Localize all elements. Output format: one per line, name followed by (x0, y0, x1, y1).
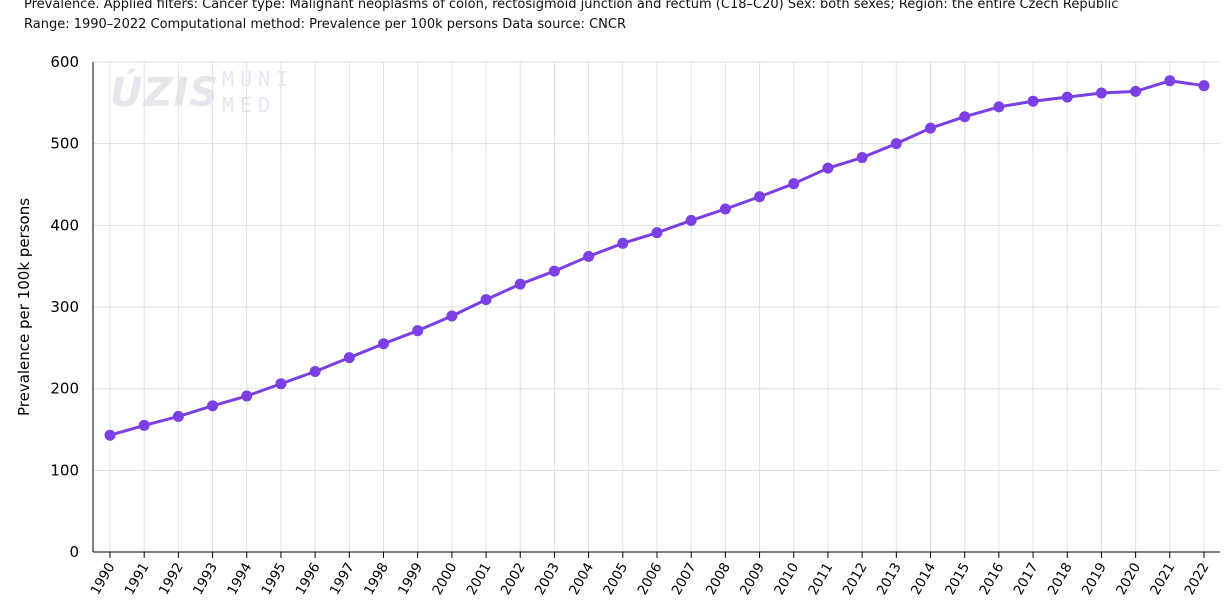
x-tick-label: 1992 (156, 560, 187, 598)
data-point (1061, 91, 1073, 103)
data-point (412, 325, 424, 337)
x-tick-label: 1999 (395, 560, 426, 598)
chart-subtitle-filters: Prevalence. Applied filters: Cancer type… (24, 0, 1119, 12)
data-point (514, 278, 526, 290)
x-tick-label: 1996 (293, 560, 324, 598)
data-point (754, 191, 766, 203)
data-point (343, 352, 355, 364)
data-point (275, 378, 287, 390)
data-point (378, 338, 389, 350)
data-point (1027, 95, 1039, 107)
data-point (548, 265, 560, 277)
data-point (856, 152, 868, 164)
x-tick-label: 1994 (224, 560, 255, 598)
data-point (583, 250, 595, 262)
x-tick-label: 2002 (498, 560, 529, 598)
data-point (651, 227, 663, 239)
data-point (1164, 75, 1176, 87)
y-tick-label: 100 (50, 461, 79, 479)
data-point (993, 101, 1005, 113)
data-point (1198, 80, 1210, 92)
x-tick-label: 2005 (600, 560, 631, 598)
data-point (480, 294, 492, 306)
x-tick-label: 2016 (976, 560, 1007, 598)
y-tick-label: 0 (69, 543, 79, 561)
y-tick-label: 500 (50, 135, 79, 153)
x-tick-label: 2001 (463, 560, 494, 598)
y-tick-label: 300 (50, 298, 79, 316)
x-tick-label: 1990 (87, 560, 118, 598)
x-tick-label: 2015 (942, 560, 973, 598)
x-tick-label: 2019 (1079, 560, 1110, 598)
data-point (172, 410, 184, 422)
x-tick-label: 1993 (190, 560, 221, 598)
x-tick-label: 2011 (805, 560, 836, 598)
data-point (309, 366, 321, 378)
data-point (207, 400, 219, 412)
x-tick-label: 2009 (737, 560, 768, 598)
x-tick-label: 2012 (840, 560, 871, 598)
data-point (685, 214, 697, 226)
x-tick-label: 2003 (532, 560, 563, 598)
y-axis-label: Prevalence per 100k persons (15, 198, 33, 416)
x-tick-label: 1998 (361, 560, 392, 598)
x-tick-label: 2006 (634, 560, 665, 598)
x-tick-label: 1995 (258, 560, 289, 598)
x-tick-label: 2018 (1045, 560, 1076, 598)
data-point (138, 419, 150, 431)
x-tick-label: 1997 (327, 560, 358, 598)
x-tick-label: 2007 (669, 560, 700, 598)
data-point (719, 203, 731, 215)
x-tick-label: 2013 (874, 560, 905, 598)
data-point (959, 111, 971, 123)
data-point (1130, 85, 1142, 97)
x-tick-label: 2021 (1147, 560, 1178, 598)
data-point (890, 138, 902, 150)
x-tick-label: 2017 (1010, 560, 1041, 598)
data-point (925, 122, 936, 134)
data-point (1095, 87, 1107, 99)
data-point (788, 178, 800, 190)
x-tick-label: 2008 (703, 560, 734, 598)
x-tick-label: 2022 (1181, 560, 1212, 598)
x-tick-label: 2014 (908, 560, 939, 598)
data-point (822, 162, 834, 174)
x-tick-label: 1991 (122, 560, 153, 598)
x-tick-label: 2004 (566, 560, 597, 598)
data-point (104, 429, 116, 441)
y-tick-label: 200 (50, 380, 79, 398)
chart-subtitle-range: Range: 1990–2022 Computational method: P… (24, 17, 626, 32)
x-tick-label: 2010 (771, 560, 802, 598)
data-point (617, 237, 629, 249)
y-tick-label: 400 (50, 216, 79, 234)
x-tick-label: 2000 (429, 560, 460, 598)
data-point (241, 390, 253, 402)
data-point (446, 310, 458, 322)
x-tick-label: 2020 (1113, 560, 1144, 598)
y-tick-label: 600 (50, 53, 79, 71)
